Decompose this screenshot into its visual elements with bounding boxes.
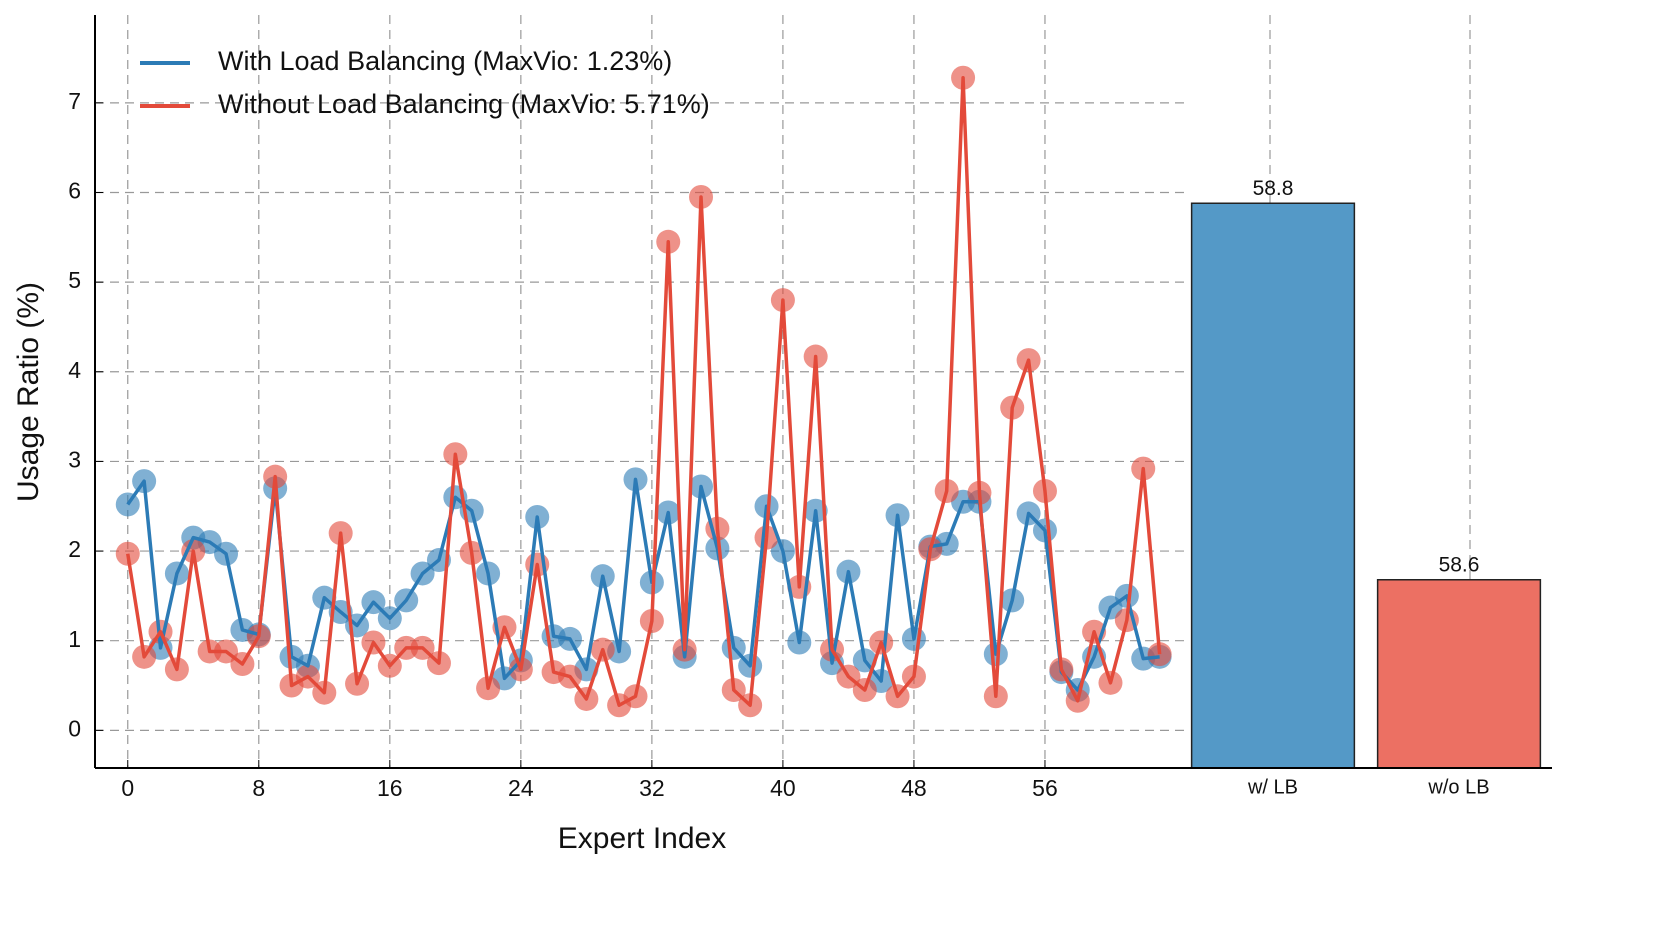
bar [1376, 579, 1542, 769]
x-tick-label: 48 [901, 775, 927, 801]
y-tick-label: 6 [68, 178, 81, 204]
legend-label: Without Load Balancing (MaxVio: 5.71%) [218, 89, 710, 119]
y-tick-label: 4 [68, 357, 81, 383]
x-tick-label: 0 [121, 775, 134, 801]
bar-value-label: 58.6 [1439, 553, 1480, 576]
y-tick-label: 0 [68, 715, 81, 741]
marker [115, 541, 140, 566]
marker [115, 492, 140, 517]
y-axis-label: Usage Ratio (%) [12, 282, 45, 502]
y-tick-label: 7 [68, 88, 81, 114]
x-axis-label: Expert Index [558, 822, 726, 855]
y-tick-label: 2 [68, 536, 81, 562]
series-line [126, 76, 1162, 707]
x-tick-label: w/ LB [1247, 776, 1298, 798]
x-tick-label: w/o LB [1427, 776, 1489, 798]
x-tick-label: 16 [377, 775, 403, 801]
y-tick-label: 5 [68, 267, 81, 293]
legend-label: With Load Balancing (MaxVio: 1.23%) [218, 46, 672, 76]
x-tick-label: 56 [1032, 775, 1058, 801]
bar [1190, 202, 1356, 769]
x-tick-label: 24 [508, 775, 534, 801]
y-tick-label: 3 [68, 446, 81, 472]
bar-value-label: 58.8 [1253, 177, 1294, 200]
x-tick-label: 32 [639, 775, 665, 801]
x-tick-label: 8 [252, 775, 265, 801]
x-tick-label: 40 [770, 775, 796, 801]
y-tick-label: 1 [68, 626, 81, 652]
